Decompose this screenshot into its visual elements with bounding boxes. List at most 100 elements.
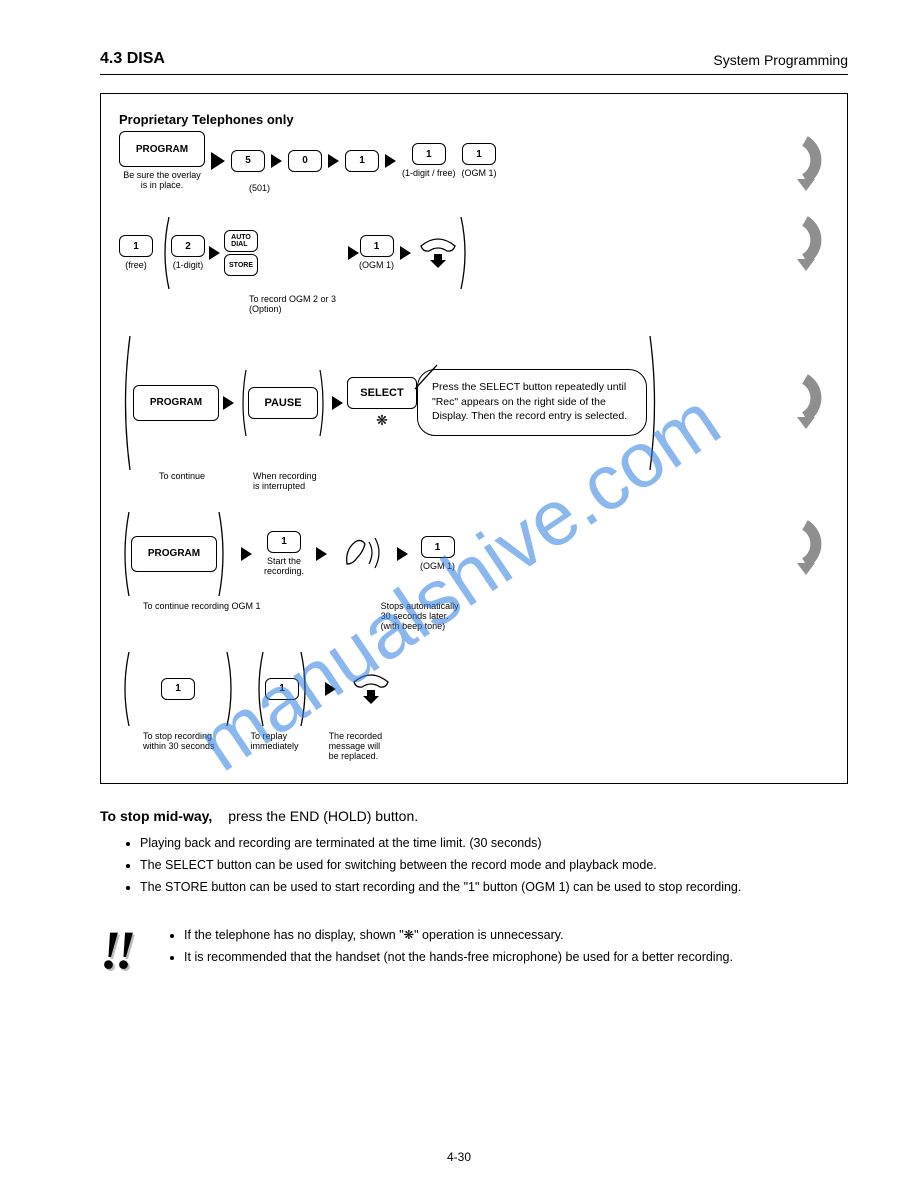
flow-row-1: PROGRAM Be sure the overlayis in place. … (119, 131, 829, 191)
stop-right: press the END (HOLD) button. (228, 808, 418, 824)
button-program: PROGRAM (119, 131, 205, 167)
page-number: 4-30 (0, 1150, 918, 1164)
list-item: The STORE button can be used to start re… (140, 878, 848, 896)
key-5: 5 (231, 150, 265, 172)
paren-left-icon (253, 649, 265, 729)
notes-list: Playing back and recording are terminate… (100, 834, 848, 896)
paren-left-icon (159, 215, 171, 291)
paren-left-icon (119, 649, 131, 729)
key-0: 0 (288, 150, 322, 172)
asterisk-marker: ❋ (376, 412, 388, 428)
button-select: SELECT (347, 377, 417, 409)
arrow-icon (332, 396, 343, 410)
paren-right-icon (318, 368, 328, 438)
header-rule (100, 74, 848, 75)
arrow-icon (241, 547, 252, 561)
flow-row-3: PROGRAM PAUSE SELECT ❋ Press th (119, 333, 829, 473)
key-1: 1 (119, 235, 153, 257)
key-1: 1 (360, 235, 394, 257)
stop-group: 1 (119, 649, 237, 729)
select-callout: Press the SELECT button repeatedly until… (417, 369, 647, 436)
important-block: !! If the telephone has no display, show… (100, 926, 848, 975)
caption-replaced: The recordedmessage willbe replaced. (329, 731, 383, 761)
continue-record-group: PROGRAM (119, 509, 229, 599)
replay-group: 1 (253, 649, 311, 729)
key-1: 1 (462, 143, 496, 165)
page: 4.3 DISA System Programming Proprietary … (0, 0, 918, 1015)
stop-midway-row: To stop mid-way, press the END (HOLD) bu… (100, 808, 848, 824)
label-ogm1: (OGM 1) (359, 260, 394, 270)
important-list: If the telephone has no display, shown "… (144, 926, 733, 970)
button-autodial: AUTODIAL (224, 230, 258, 252)
arrow-icon (385, 154, 396, 168)
list-item: The SELECT button can be used for switch… (140, 856, 848, 874)
list-item: It is recommended that the handset (not … (184, 948, 733, 966)
list-item: Playing back and recording are terminate… (140, 834, 848, 852)
caption-stop30: To stop recordingwithin 30 seconds (143, 731, 215, 761)
page-header: 4.3 DISA System Programming (100, 50, 848, 68)
key-1: 1 (345, 150, 379, 172)
pause-group: PAUSE (238, 368, 328, 438)
flow-row-2: 1 (free) 2 (1-digit) AUTODIAL STORE (119, 215, 829, 291)
continue-group: PROGRAM PAUSE SELECT ❋ Press th (119, 333, 661, 473)
key-1: 1 (161, 678, 195, 700)
procedure-diagram: Proprietary Telephones only PROGRAM Be s… (100, 93, 848, 784)
label-1digit: (1-digit) (173, 260, 204, 270)
arrow-icon (400, 246, 411, 260)
arrow-icon (271, 154, 282, 168)
diagram-title: Proprietary Telephones only (119, 112, 829, 127)
label-ogm1: (OGM 1) (420, 561, 455, 571)
continue-arrow-icon (797, 215, 837, 271)
key-2: 2 (171, 235, 205, 257)
caption-replay: To replayimmediately (251, 731, 299, 761)
arrow-icon (348, 246, 359, 260)
program-button-col: PROGRAM Be sure the overlayis in place. (119, 131, 205, 191)
autodial-store-stack: AUTODIAL STORE (224, 230, 258, 276)
stop-left: To stop mid-way, (100, 808, 212, 824)
continue-arrow-icon (797, 519, 837, 575)
arrow-icon (223, 396, 234, 410)
caption-continue-rec: To continue recording OGM 1 (143, 601, 261, 631)
optional-ogm-group: 2 (1-digit) AUTODIAL STORE 1 (OGM 1) (159, 215, 471, 291)
label-msgno: (OGM 1) (462, 168, 497, 178)
button-pause: PAUSE (248, 387, 318, 419)
label-free: (free) (125, 260, 147, 270)
button-program: PROGRAM (133, 385, 219, 421)
paren-right-icon (647, 333, 661, 473)
list-item: If the telephone has no display, shown "… (184, 926, 733, 944)
flow-row-5: 1 1 (119, 649, 829, 729)
arrow-icon (328, 154, 339, 168)
paren-right-icon (299, 649, 311, 729)
caption-continue: To continue (159, 471, 205, 491)
key-1: 1 (421, 536, 455, 558)
button-store: STORE (224, 254, 258, 276)
paren-right-icon (459, 215, 471, 291)
caption-interrupted: When recordingis interrupted (253, 471, 317, 491)
paren-right-icon (225, 649, 237, 729)
program-caption: Be sure the overlayis in place. (123, 170, 201, 191)
arrow-icon (209, 246, 220, 260)
arrow-icon (316, 547, 327, 561)
label-digfree: (1-digit / free) (402, 168, 456, 178)
header-subtitle: System Programming (713, 52, 848, 68)
paren-right-icon (217, 509, 229, 599)
exclamation-icon: !! (100, 926, 130, 975)
group-caption-2: To record OGM 2 or 3(Option) (249, 294, 829, 315)
arrow-icon (397, 547, 408, 561)
caption-auto-stop: Stops automatically30 seconds later.(wit… (381, 601, 459, 631)
continue-arrow-icon (797, 373, 837, 429)
key-1: 1 (267, 531, 301, 553)
hangup-icon (417, 236, 459, 270)
paren-left-icon (119, 333, 133, 473)
paren-left-icon (119, 509, 131, 599)
key-1: 1 (412, 143, 446, 165)
continue-arrow-icon (797, 135, 837, 191)
label-start: Start therecording. (264, 556, 304, 577)
talk-icon (339, 534, 385, 574)
paren-left-icon (238, 368, 248, 438)
button-program: PROGRAM (131, 536, 217, 572)
header-section: 4.3 DISA (100, 50, 165, 68)
arrow-icon (325, 682, 336, 696)
arrow-icon (211, 152, 225, 170)
flow-row-4: PROGRAM 1 Start therecording. 1 (OGM 1) (119, 509, 829, 599)
